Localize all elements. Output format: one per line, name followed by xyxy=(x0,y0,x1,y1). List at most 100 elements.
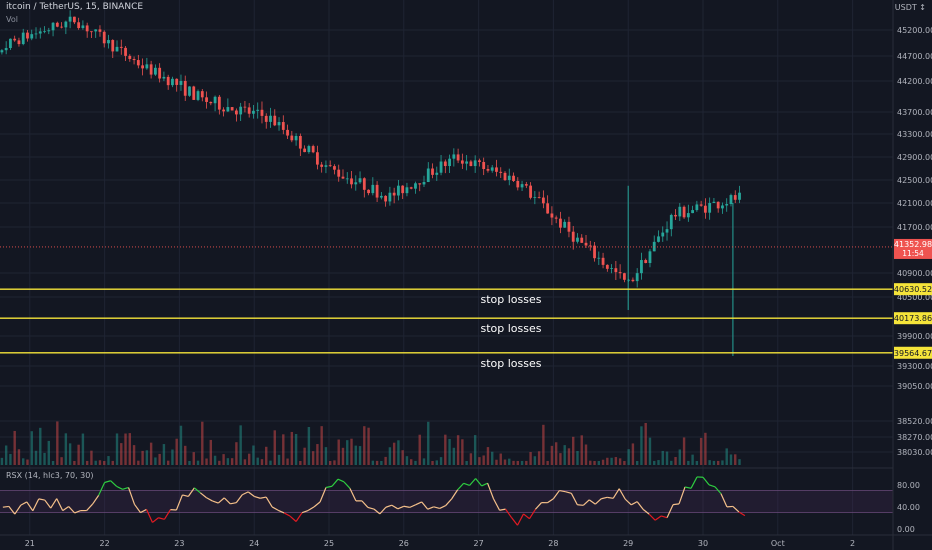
price-tick-label: 39900.00 xyxy=(897,332,932,341)
volume-bar xyxy=(704,432,707,465)
candle-body xyxy=(362,178,366,190)
candle-body xyxy=(375,184,379,198)
rsi-line-seg xyxy=(654,515,662,521)
candle-body xyxy=(537,197,541,198)
rsi-line-seg xyxy=(367,506,375,510)
rsi-line-seg xyxy=(260,496,267,499)
rsi-line-seg xyxy=(20,501,28,506)
candle-body xyxy=(495,167,498,172)
candle-body xyxy=(128,55,132,59)
volume-bar xyxy=(691,454,694,465)
candle-body xyxy=(529,185,532,198)
volume-bar xyxy=(235,442,238,465)
time-tick-label: 26 xyxy=(399,539,409,548)
volume-bar xyxy=(520,460,524,465)
candles[interactable] xyxy=(0,10,932,356)
candle-body xyxy=(324,165,328,167)
volume-bar xyxy=(529,452,532,465)
volume-bar xyxy=(657,460,660,465)
volume-bar xyxy=(448,438,451,465)
rsi-line-seg xyxy=(373,508,381,515)
volume-bar xyxy=(243,459,247,465)
candle-body xyxy=(576,237,579,242)
candle-body xyxy=(273,115,277,126)
rsi-line-seg xyxy=(241,491,249,496)
candle-body xyxy=(618,272,622,274)
volume-bar xyxy=(273,430,276,465)
volume-bar xyxy=(627,449,630,465)
candle-body xyxy=(252,110,255,114)
candle-body xyxy=(448,158,451,167)
candle-body xyxy=(354,182,358,185)
volume-bar xyxy=(418,434,421,465)
stop-levels[interactable]: stop losses stop losses stop losses xyxy=(0,246,893,370)
candle-body xyxy=(499,171,503,173)
candle-body xyxy=(738,192,741,200)
volume-bar xyxy=(465,460,468,465)
time-tick-label: 24 xyxy=(249,539,259,548)
volume-bar xyxy=(4,445,8,465)
volume-bar xyxy=(584,444,588,465)
candle-body xyxy=(397,185,400,196)
rsi-line-seg xyxy=(74,510,81,514)
volume-bar xyxy=(482,455,485,465)
candle-body xyxy=(550,213,554,218)
rsi-line-seg xyxy=(481,482,488,487)
candle-body xyxy=(119,46,123,48)
candle-body xyxy=(51,22,55,31)
stop-losses-label: stop losses xyxy=(481,293,542,306)
level-price-tag: 39564.67 xyxy=(894,346,932,359)
level-price-text: 39564.67 xyxy=(894,349,932,358)
volume-bar xyxy=(414,460,417,465)
volume-bar xyxy=(384,456,387,465)
volume-bar xyxy=(85,460,89,465)
rsi-line-seg xyxy=(415,501,423,506)
volume-bar xyxy=(576,450,579,465)
volume-legend[interactable]: Vol xyxy=(6,15,18,24)
candle-body xyxy=(217,96,221,110)
rsi-line-seg xyxy=(307,506,315,512)
rsi-line-seg xyxy=(684,486,692,489)
volume-bar xyxy=(256,457,259,465)
price-tick-label: 42100.00 xyxy=(897,199,932,208)
rsi-line-seg xyxy=(86,503,94,511)
volume-bar xyxy=(107,456,110,465)
candle-body xyxy=(132,58,136,61)
candle-body xyxy=(311,146,315,153)
volume-bar xyxy=(388,447,392,465)
candle-body xyxy=(571,231,575,242)
current-price-text: 41352.98 xyxy=(894,240,932,249)
volume-bar xyxy=(614,457,618,465)
rsi-line-seg xyxy=(738,511,746,517)
candle-body xyxy=(640,260,643,274)
rsi-line-seg xyxy=(247,491,255,497)
level-tag-bg xyxy=(894,283,932,296)
candle-body xyxy=(686,213,690,218)
candle-body xyxy=(196,91,200,100)
rsi-line-seg xyxy=(277,509,285,514)
candle-body xyxy=(559,218,562,228)
candle-body xyxy=(17,40,21,45)
candle-body xyxy=(205,97,208,102)
rsi-line-seg xyxy=(56,498,64,511)
candle-body xyxy=(384,195,388,202)
candle-body xyxy=(213,96,217,104)
volume-bar xyxy=(473,435,477,465)
rsi-line-seg xyxy=(445,498,453,506)
symbol-legend[interactable]: itcoin / TetherUS, 15, BINANCE xyxy=(6,2,144,12)
volume-bar xyxy=(708,460,711,465)
rsi-pane[interactable]: RSX (14, hlc3, 70, 30) xyxy=(0,467,932,526)
volume-bar xyxy=(623,460,626,465)
volume-bar xyxy=(265,446,268,465)
quote-currency[interactable]: USDT ↕ xyxy=(894,3,926,12)
rsi-line-seg xyxy=(630,501,638,506)
volume-bar xyxy=(94,460,97,465)
candle-body xyxy=(47,30,51,32)
volume-bar xyxy=(171,449,174,465)
time-tick-label: 23 xyxy=(174,539,184,548)
candle-body xyxy=(439,161,443,173)
rsi-line-seg xyxy=(732,505,740,513)
volume-bar xyxy=(120,443,123,465)
candle-body xyxy=(21,32,25,45)
